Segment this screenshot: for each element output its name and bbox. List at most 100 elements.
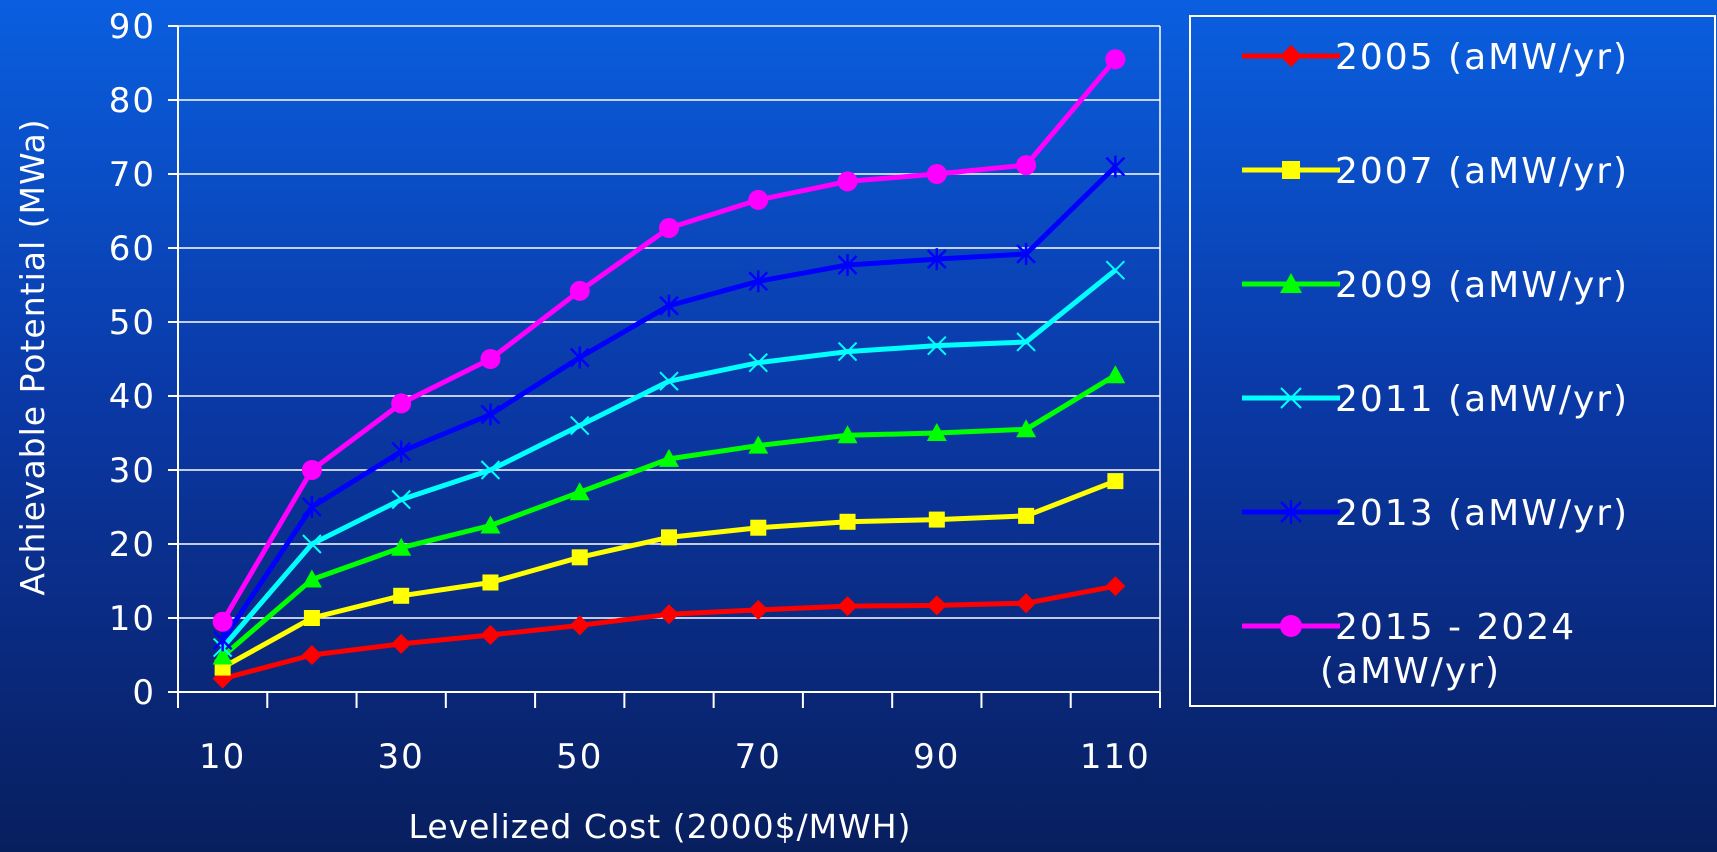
legend-item-5: 2015 - 2024 (aMW/yr) (1242, 607, 1576, 692)
data-point (480, 625, 501, 646)
data-point (837, 425, 858, 444)
legend-item-0: 2005 (aMW/yr) (1242, 37, 1629, 78)
data-point (480, 403, 501, 426)
data-point (391, 393, 412, 414)
data-point (212, 611, 233, 632)
data-point (301, 460, 322, 480)
series-line (221, 583, 1116, 682)
data-point (1280, 45, 1302, 67)
data-point (748, 599, 769, 620)
data-point (1280, 500, 1302, 524)
data-point (1105, 576, 1126, 597)
y-tick-label: 80 (109, 81, 156, 121)
x-tick-label: 50 (556, 737, 603, 777)
legend-label: 2015 - 2024 (aMW/yr) (1320, 607, 1576, 692)
data-point (1016, 242, 1036, 265)
data-point (1105, 155, 1126, 178)
legend-box (1189, 15, 1716, 707)
data-point (748, 352, 768, 373)
data-point (659, 371, 679, 391)
data-point (926, 423, 947, 441)
data-point (480, 460, 501, 480)
data-point (569, 346, 590, 369)
data-point (570, 415, 590, 436)
data-point (837, 171, 858, 192)
data-point (750, 519, 767, 536)
x-axis-title: Levelized Cost (2000$/MWH) (409, 807, 912, 846)
data-point (480, 349, 501, 369)
data-point (659, 604, 679, 625)
x-tick-label: 10 (199, 737, 246, 777)
data-point (571, 549, 588, 566)
series-4 (212, 155, 1126, 652)
x-axis-ticks: 10 30 50 70 90 110 (177, 692, 1161, 777)
data-point (1282, 161, 1300, 179)
gridlines (178, 25, 1161, 692)
legend-label: 2007 (aMW/yr) (1335, 151, 1629, 192)
data-point (839, 513, 856, 530)
data-point (1016, 332, 1036, 352)
y-tick-label: 40 (109, 377, 156, 417)
legend: 2005 (aMW/yr) 2007 (aMW/yr) 2009 (aMW/yr) 2… (1189, 15, 1716, 707)
legend-label: 2013 (aMW/yr) (1335, 493, 1629, 534)
y-tick-label: 60 (109, 229, 156, 269)
data-point (926, 595, 947, 616)
data-point (837, 254, 858, 277)
x-tick-label: 70 (735, 737, 782, 777)
data-point (569, 482, 590, 501)
y-tick-label: 0 (132, 673, 156, 713)
data-point (837, 341, 858, 362)
data-point (1016, 155, 1037, 176)
y-tick-label: 30 (109, 451, 156, 491)
data-point (391, 440, 412, 463)
data-point (748, 189, 769, 210)
x-tick-label: 90 (913, 737, 960, 777)
data-point (837, 596, 858, 617)
data-point (661, 529, 677, 546)
data-point (301, 645, 322, 665)
data-point (1016, 419, 1037, 438)
y-tick-label: 10 (109, 599, 156, 639)
data-point (302, 496, 322, 518)
axes (177, 26, 1160, 693)
data-point (1105, 49, 1126, 70)
data-point (391, 633, 412, 654)
y-tick-label: 70 (109, 155, 156, 195)
data-point (659, 218, 679, 239)
y-axis-title: Achievable Potential (MWa) (13, 118, 52, 595)
data-point (303, 610, 320, 626)
data-point (748, 435, 769, 454)
data-point (212, 629, 233, 652)
y-tick-label: 20 (109, 525, 156, 565)
y-tick-label: 90 (109, 7, 156, 47)
y-tick-label: 50 (109, 303, 156, 343)
data-point (212, 646, 233, 665)
legend-label: 2009 (aMW/yr) (1335, 265, 1629, 306)
series-0 (212, 576, 1126, 689)
series-layer (212, 49, 1126, 689)
series-1 (214, 473, 1124, 676)
data-point (926, 248, 947, 271)
data-point (659, 448, 679, 467)
data-point (1016, 593, 1037, 614)
data-point (1018, 507, 1035, 524)
data-point (480, 515, 501, 534)
legend-label: 2005 (aMW/yr) (1335, 37, 1629, 78)
series-line (221, 478, 1117, 670)
legend-item-2: 2009 (aMW/yr) (1242, 265, 1629, 306)
data-point (927, 335, 947, 356)
data-point (569, 615, 590, 636)
legend-item-4: 2013 (aMW/yr) (1242, 493, 1629, 534)
legend-label: 2011 (aMW/yr) (1335, 379, 1629, 420)
data-point (301, 569, 322, 588)
data-point (1280, 387, 1302, 409)
data-point (482, 574, 499, 591)
data-point (393, 587, 410, 604)
data-point (302, 534, 322, 554)
data-point (659, 294, 679, 317)
legend-item-3: 2011 (aMW/yr) (1242, 379, 1629, 420)
x-tick-label: 30 (378, 737, 425, 777)
data-point (1280, 615, 1302, 637)
legend-item-1: 2007 (aMW/yr) (1242, 151, 1629, 192)
